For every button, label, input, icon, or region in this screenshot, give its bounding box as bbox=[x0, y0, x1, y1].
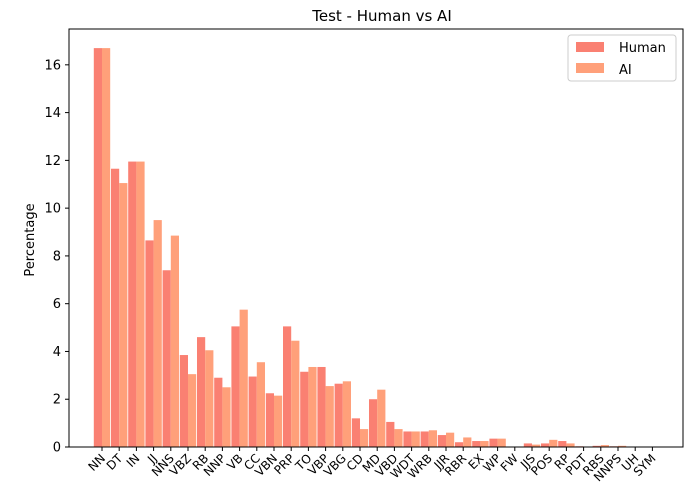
bar-ai-ex bbox=[480, 441, 489, 447]
y-tick-label: 2 bbox=[53, 393, 61, 408]
bar-human-jjr bbox=[437, 435, 446, 447]
bar-ai-cc bbox=[256, 362, 265, 447]
bar-human-pos bbox=[541, 443, 550, 447]
bar-human-wrb bbox=[420, 431, 429, 447]
bar-human-rp bbox=[558, 441, 567, 447]
bar-human-nnp bbox=[214, 377, 223, 447]
bar-human-dt bbox=[111, 168, 120, 448]
bar-human-vbn bbox=[265, 393, 274, 447]
bar-ai-wp bbox=[497, 438, 506, 447]
bar-human-nns bbox=[162, 270, 171, 447]
bar-ai-wrb bbox=[428, 430, 437, 447]
bar-human-wdt bbox=[403, 431, 412, 447]
bar-human-cc bbox=[248, 376, 257, 447]
y-tick-label: 4 bbox=[53, 345, 61, 360]
y-tick-label: 8 bbox=[53, 249, 61, 264]
x-tick-label: FW bbox=[498, 451, 521, 474]
bar-ai-vbp bbox=[325, 386, 334, 447]
x-tick-label: POS bbox=[528, 451, 555, 478]
bar-human-vbg bbox=[334, 383, 343, 447]
bar-ai-dt bbox=[119, 183, 128, 447]
legend: Human AI bbox=[567, 34, 677, 82]
bar-human-md bbox=[369, 399, 378, 447]
x-tick-label: IN bbox=[124, 451, 143, 470]
bar-ai-nnp bbox=[222, 387, 231, 447]
y-tick-label: 12 bbox=[44, 154, 61, 169]
bar-ai-wdt bbox=[411, 431, 420, 447]
bar-human-nn bbox=[93, 48, 102, 448]
bar-human-jjs bbox=[523, 443, 532, 447]
y-axis-label: Percentage bbox=[23, 203, 38, 276]
bar-human-jj bbox=[145, 240, 154, 447]
legend-swatch-ai bbox=[576, 63, 604, 73]
bar-ai-rbs bbox=[600, 445, 609, 447]
bar-ai-pos bbox=[549, 439, 558, 447]
bar-ai-rbr bbox=[463, 437, 472, 447]
bar-ai-vbn bbox=[274, 395, 283, 447]
bar-ai-rb bbox=[205, 350, 214, 447]
y-tick-label: 6 bbox=[53, 297, 61, 312]
x-tick-label: DT bbox=[104, 451, 126, 473]
bar-ai-vb bbox=[239, 309, 248, 447]
bar-ai-vbg bbox=[342, 381, 351, 447]
bar-ai-rp bbox=[566, 443, 575, 447]
bar-human-vb bbox=[231, 326, 240, 447]
y-tick-label: 0 bbox=[53, 441, 61, 456]
y-tick-label: 16 bbox=[44, 58, 61, 73]
bar-human-ex bbox=[472, 441, 481, 447]
bar-ai-vbd bbox=[394, 429, 403, 447]
bar-ai-cd bbox=[360, 429, 369, 447]
bar-human-rbs bbox=[592, 445, 601, 447]
legend-label-human: Human bbox=[619, 41, 666, 56]
bar-human-vbz bbox=[179, 355, 188, 447]
bar-ai-in bbox=[136, 161, 145, 447]
plot-frame bbox=[68, 28, 684, 448]
bar-ai-md bbox=[377, 389, 386, 447]
bar-ai-nn bbox=[102, 48, 111, 448]
bar-ai-vbz bbox=[188, 374, 197, 447]
bar-human-vbd bbox=[386, 421, 395, 447]
bar-human-wp bbox=[489, 438, 498, 447]
bar-ai-jjr bbox=[446, 432, 455, 447]
bar-human-rbr bbox=[455, 442, 464, 447]
bar-human-in bbox=[128, 161, 137, 447]
bar-human-cd bbox=[351, 418, 360, 447]
bar-ai-prp bbox=[291, 340, 300, 447]
bar-ai-nns bbox=[170, 235, 179, 447]
y-tick-label: 10 bbox=[44, 202, 61, 217]
chart-title: Test - Human vs AI bbox=[311, 7, 452, 25]
legend-swatch-human bbox=[576, 42, 604, 52]
bar-ai-to bbox=[308, 366, 317, 447]
bar-human-rb bbox=[197, 337, 206, 447]
bar-ai-nnps bbox=[618, 445, 627, 447]
y-tick-label: 14 bbox=[44, 106, 61, 121]
bar-ai-jj bbox=[153, 220, 162, 447]
bar-human-to bbox=[300, 371, 309, 447]
legend-label-ai: AI bbox=[619, 63, 632, 78]
bar-human-prp bbox=[283, 326, 292, 447]
bar-ai-jjs bbox=[532, 444, 541, 447]
bar-human-vbp bbox=[317, 366, 326, 447]
